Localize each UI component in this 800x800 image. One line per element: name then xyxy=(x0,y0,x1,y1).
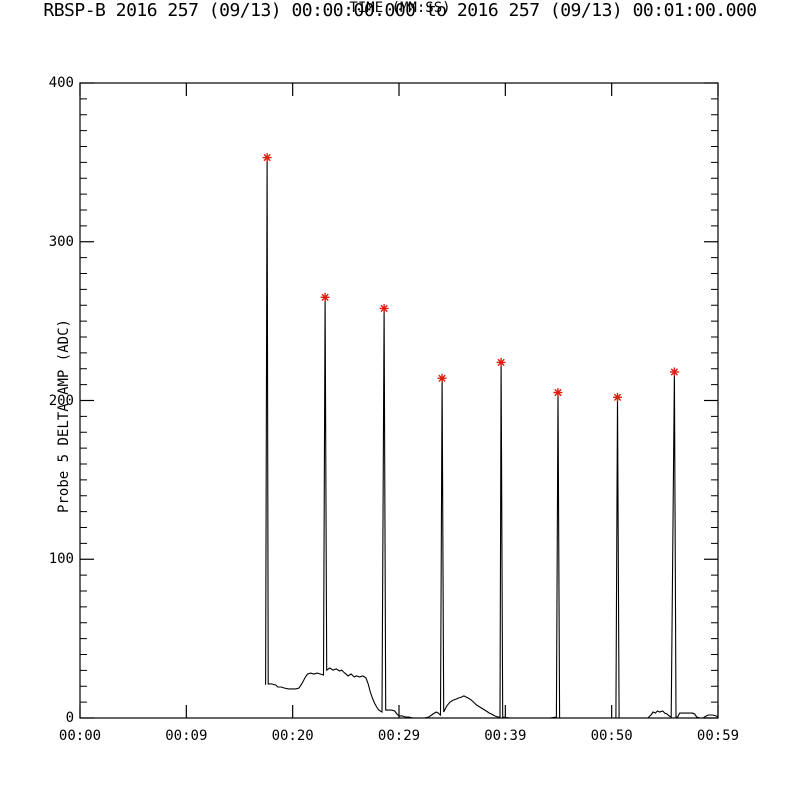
asterisk-ray xyxy=(497,358,505,367)
asterisk-ray xyxy=(613,393,622,402)
y-tick-label: 400 xyxy=(48,75,74,91)
asterisk-ray xyxy=(670,368,679,376)
y-axis-title-text: Probe 5 DELTA AMP (ADC) xyxy=(55,319,72,513)
x-tick-label: 00:20 xyxy=(271,728,314,744)
peak-asterisk-marker xyxy=(613,392,623,402)
y-tick-label: 300 xyxy=(48,233,74,250)
asterisk-ray xyxy=(380,304,388,313)
y-tick-label: 100 xyxy=(48,551,74,568)
x-tick-label: 00:00 xyxy=(58,728,102,744)
y-tick-label: 0 xyxy=(65,710,74,726)
asterisk-ray xyxy=(263,153,271,162)
x-tick-label: 00:59 xyxy=(696,728,740,744)
chart-title: RBSP-B 2016 257 (09/13) 00:00:00.000 to … xyxy=(43,0,757,21)
peak-asterisk-marker xyxy=(669,367,679,377)
peak-asterisk-marker xyxy=(553,388,563,398)
x-tick-label: 00:29 xyxy=(377,728,421,744)
asterisk-ray xyxy=(321,293,329,301)
peak-asterisk-marker xyxy=(496,357,506,367)
x-tick-label: 00:09 xyxy=(165,728,208,744)
x-axis-title: TIME (MM:SS) xyxy=(349,0,451,16)
plot-frame xyxy=(79,82,719,719)
x-tick-label: 00:50 xyxy=(590,728,633,744)
peak-asterisk-marker xyxy=(379,303,389,313)
peak-asterisk-marker xyxy=(262,153,272,163)
asterisk-ray xyxy=(554,388,562,397)
y-tick-label: 200 xyxy=(48,392,74,409)
x-tick-label: 00:39 xyxy=(484,728,527,744)
peak-asterisk-marker xyxy=(437,373,447,383)
peak-asterisk-marker xyxy=(320,292,330,302)
asterisk-ray xyxy=(438,374,446,382)
data-series-line xyxy=(265,157,719,719)
